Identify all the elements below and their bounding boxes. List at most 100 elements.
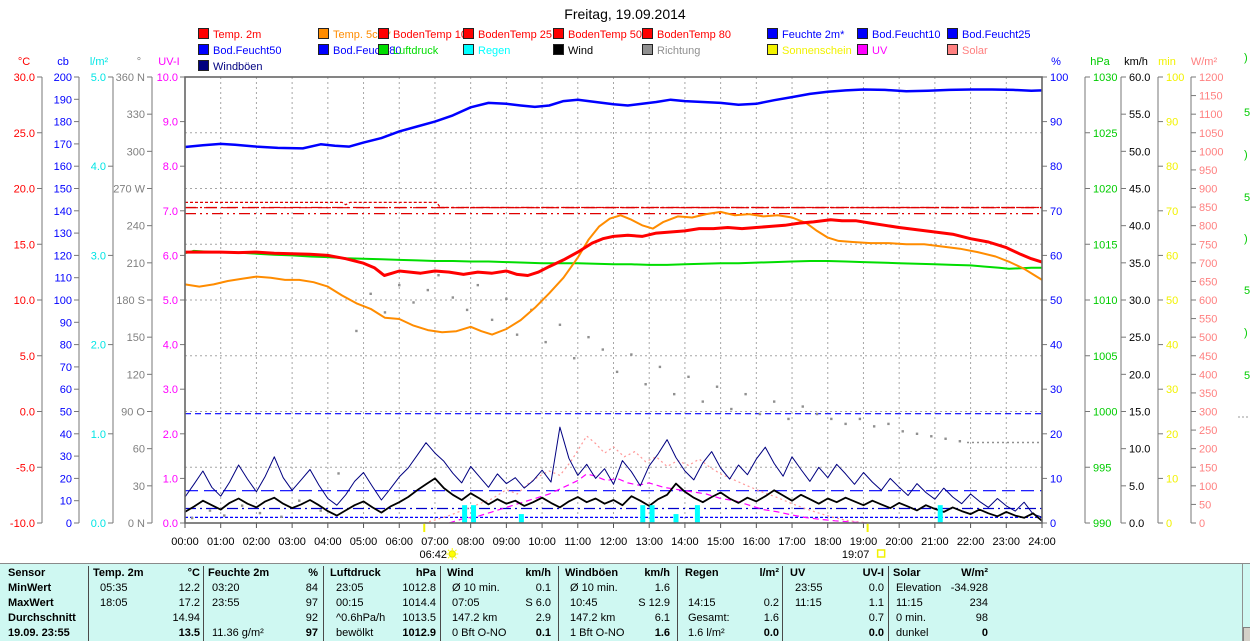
table-separator [203, 566, 204, 641]
svg-text:1020: 1020 [1093, 184, 1117, 196]
legend-label: Temp. 5cm* [333, 29, 392, 41]
svg-text:2.0: 2.0 [91, 340, 106, 352]
svg-text:-10.0: -10.0 [10, 518, 35, 530]
svg-text:°C: °C [18, 56, 30, 68]
table-cell-value: 0.0 [868, 627, 884, 639]
svg-text:450: 450 [1199, 351, 1217, 363]
svg-text:14:00: 14:00 [671, 536, 699, 548]
table-cell-value: 97 [305, 597, 318, 609]
plot-border [184, 76, 1043, 524]
table-cell-text: dunkel [896, 627, 929, 639]
table-cell-value: 1012.9 [402, 627, 436, 639]
svg-text:hPa: hPa [1090, 56, 1110, 68]
svg-text:50.0: 50.0 [1129, 146, 1150, 158]
svg-text:60: 60 [1050, 250, 1062, 262]
svg-text:10: 10 [60, 496, 72, 508]
svg-text:90: 90 [1166, 117, 1178, 129]
table-unit-feuchte-2m: % [308, 567, 318, 579]
svg-text:18:00: 18:00 [814, 536, 842, 548]
legend-item-bodentemp-25: BodenTemp 25 [463, 28, 552, 41]
svg-text:1025: 1025 [1093, 128, 1117, 140]
table-cell-value: 0.1 [535, 582, 551, 594]
svg-text:200: 200 [54, 72, 72, 84]
svg-text:5.0: 5.0 [91, 72, 106, 84]
table-row-label: 19.09. 23:55 [8, 627, 70, 639]
svg-text:270 W: 270 W [113, 184, 145, 196]
table-cell-text: 07:05 [452, 597, 480, 609]
table-cell-value: 2.9 [535, 612, 551, 624]
svg-text:20: 20 [1050, 429, 1062, 441]
table-cell-value: 1.6 [654, 582, 670, 594]
svg-text:1000: 1000 [1199, 146, 1223, 158]
chart-svg: °C -10.0 -5.0 0.0 5.0 10.0 15.0 20.0 25.0 30.0 cb 0… [10, 52, 1250, 561]
svg-text:1100: 1100 [1199, 109, 1223, 121]
legend-item-bodentemp-10: BodenTemp 10 [378, 28, 467, 41]
svg-text:35.0: 35.0 [1129, 258, 1150, 270]
svg-text:%: % [1051, 56, 1061, 68]
legend-swatch-temp-5cm [318, 28, 329, 39]
window-edge-fragments: ) 5) 5) 5) 5 [1238, 52, 1250, 418]
svg-text:13:00: 13:00 [635, 536, 663, 548]
table-cell-value: 1.6 [763, 612, 779, 624]
svg-text:330: 330 [127, 109, 145, 121]
svg-text:45.0: 45.0 [1129, 184, 1150, 196]
x-axis: 00:00 01:00 02:00 03:00 04:00 05:00 06:00 07:00… [171, 523, 1056, 548]
svg-text:0.0: 0.0 [163, 518, 178, 530]
table-cell-value: 98 [975, 612, 988, 624]
svg-text:40: 40 [1166, 340, 1178, 352]
table-separator [88, 566, 89, 641]
svg-text:°: ° [137, 56, 141, 68]
svg-text:90: 90 [1050, 117, 1062, 129]
window-resize-corner[interactable] [1243, 627, 1250, 641]
svg-text:650: 650 [1199, 276, 1217, 288]
table-cell-text: 11:15 [795, 597, 822, 609]
axis-c: °C -10.0 -5.0 0.0 5.0 10.0 15.0 20.0 25.0 30.0 [10, 56, 43, 530]
table-cell-text: Elevation [896, 582, 942, 594]
axis-min: min 0 10 20 30 40 50 60 70 80 90 100 [1157, 56, 1184, 530]
table-cell-text: ^0.6hPa/h [336, 612, 386, 624]
table-separator [677, 566, 678, 641]
table-cell-value: 14.94 [172, 612, 200, 624]
legend-swatch-bodentemp-80 [642, 28, 653, 39]
svg-text:140: 140 [54, 206, 72, 218]
table-cell-text: 14:15 [688, 597, 716, 609]
svg-text:100: 100 [1050, 72, 1068, 84]
svg-text:l/m²: l/m² [90, 56, 109, 68]
svg-text:): ) [1244, 233, 1248, 245]
table-header-temp-2m: Temp. 2m [93, 567, 144, 579]
table-cell-text: 00:15 [336, 597, 364, 609]
svg-text:23:00: 23:00 [993, 536, 1021, 548]
svg-text:40: 40 [1050, 340, 1062, 352]
table-cell-value: 6.1 [654, 612, 670, 624]
legend-item-uv: UV [857, 44, 887, 57]
svg-text:60.0: 60.0 [1129, 72, 1150, 84]
svg-text:17:00: 17:00 [778, 536, 806, 548]
svg-text:20: 20 [1166, 429, 1178, 441]
svg-text:1000: 1000 [1093, 407, 1117, 419]
table-cell-text: 1.6 l/m² [688, 627, 725, 639]
svg-text:1200: 1200 [1199, 72, 1223, 84]
svg-text:10.0: 10.0 [157, 72, 178, 84]
table-cell-text: 0 min. [896, 612, 926, 624]
svg-text:15.0: 15.0 [1129, 407, 1150, 419]
svg-text:40.0: 40.0 [1129, 221, 1150, 233]
table-cell-value: 1.6 [654, 627, 670, 639]
svg-text:50: 50 [1050, 295, 1062, 307]
svg-text:150: 150 [54, 184, 72, 196]
legend: Temp. 2m Temp. 5cm* BodenTemp 10 BodenTemp … [0, 0, 1250, 78]
svg-text:5: 5 [1244, 107, 1250, 119]
legend-swatch-wind [553, 44, 564, 55]
svg-text:-5.0: -5.0 [16, 462, 35, 474]
table-cell-value: 92 [305, 612, 318, 624]
svg-text:07:00: 07:00 [421, 536, 449, 548]
series-windb-en [184, 426, 1043, 518]
svg-text:500: 500 [1199, 332, 1217, 344]
table-cell-value: 97 [305, 627, 318, 639]
svg-text:1010: 1010 [1093, 295, 1117, 307]
legend-item-richtung: Richtung [642, 44, 700, 57]
svg-text:09:00: 09:00 [493, 536, 521, 548]
svg-text:3.0: 3.0 [91, 250, 106, 262]
svg-text:1.0: 1.0 [91, 429, 106, 441]
svg-text:10:00: 10:00 [528, 536, 556, 548]
svg-text:22:00: 22:00 [957, 536, 985, 548]
